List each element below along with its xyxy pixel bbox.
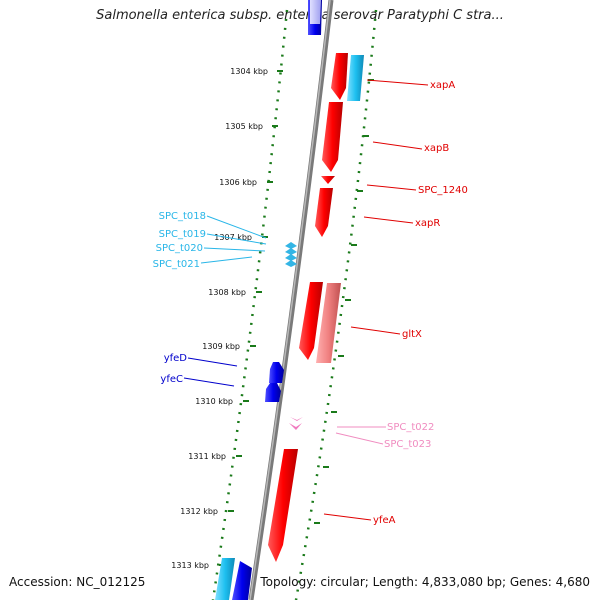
leader-SPC_t018 [206, 215, 267, 239]
tick-label-1305: 1305 kbp [225, 122, 263, 131]
gene-yfeA-arrow[interactable] [268, 449, 298, 562]
topology-text: Topology: circular; Length: 4,833,080 bp… [260, 575, 590, 589]
gene-xapR-arrow[interactable] [315, 188, 333, 237]
outer-ruler-arc [294, 9, 378, 600]
tick-label-1304: 1304 kbp [230, 67, 268, 76]
leader-SPC_1240 [366, 184, 417, 191]
leader-SPC_t019 [206, 233, 267, 245]
gene-gltX-pseudo[interactable] [316, 283, 341, 363]
gene-label-yfeA[interactable]: yfeA [373, 515, 396, 526]
leader-xapB [372, 141, 423, 150]
gene-SPC_1240-arrow[interactable] [321, 176, 335, 184]
gene-trna-bottom[interactable] [215, 558, 235, 600]
leader-xapA [366, 79, 429, 86]
gene-yfeD-arrow[interactable] [269, 362, 284, 383]
trna-chevrons[interactable] [285, 242, 297, 267]
gene-block-top-lavender[interactable] [310, 0, 321, 24]
leader-yfeD [187, 357, 238, 367]
gene-label-SPC_t023[interactable]: SPC_t023 [384, 439, 431, 450]
gene-yfeC-arrow[interactable] [265, 383, 281, 402]
leader-yfeC [183, 377, 235, 387]
gene-label-gltX[interactable]: gltX [402, 329, 422, 340]
leader-SPC_t020 [203, 247, 266, 252]
leader-SPC_t021 [200, 256, 253, 264]
gene-label-yfeC[interactable]: yfeC [160, 374, 183, 385]
gene-label-SPC_t020[interactable]: SPC_t020 [156, 243, 203, 254]
tick-label-1306: 1306 kbp [219, 178, 257, 187]
gene-label-xapA[interactable]: xapA [430, 80, 455, 91]
ruler-ticks [219, 70, 374, 566]
tick-label-1312: 1312 kbp [180, 507, 218, 516]
gene-label-SPC_t022[interactable]: SPC_t022 [387, 422, 434, 433]
genome-backbone [248, 0, 334, 600]
genome-title: Salmonella enterica subsp. enterica sero… [96, 8, 504, 23]
gene-xapA-arrow[interactable] [331, 53, 348, 100]
gene-label-xapR[interactable]: xapR [415, 218, 440, 229]
leader-xapR [363, 216, 414, 224]
gene-blue-bottom[interactable] [232, 561, 252, 600]
leader-gltX [350, 326, 401, 335]
tick-label-1309: 1309 kbp [202, 342, 240, 351]
gene-label-SPC_t018[interactable]: SPC_t018 [159, 211, 206, 222]
tick-label-1308: 1308 kbp [208, 288, 246, 297]
ncrna-chevrons[interactable] [289, 417, 303, 430]
gene-trna-xapA-region[interactable] [347, 55, 364, 101]
gene-gltX-arrow[interactable] [299, 282, 323, 360]
leader-SPC_t023 [335, 432, 384, 445]
accession-text: Accession: NC_012125 [9, 575, 146, 589]
tick-label-1311: 1311 kbp [188, 452, 226, 461]
gene-xapB-arrow[interactable] [322, 102, 343, 172]
gene-label-xapB[interactable]: xapB [424, 143, 449, 154]
gene-label-SPC_1240[interactable]: SPC_1240 [418, 185, 468, 196]
tick-label-1307: 1307 kbp [214, 233, 252, 242]
gene-label-SPC_t021[interactable]: SPC_t021 [153, 259, 200, 270]
gene-label-yfeD[interactable]: yfeD [164, 353, 188, 364]
tick-label-1310: 1310 kbp [195, 397, 233, 406]
tick-label-1313: 1313 kbp [171, 561, 209, 570]
gene-label-SPC_t019[interactable]: SPC_t019 [159, 229, 206, 240]
leader-yfeA [323, 513, 372, 521]
inner-ruler-arc [211, 9, 289, 600]
